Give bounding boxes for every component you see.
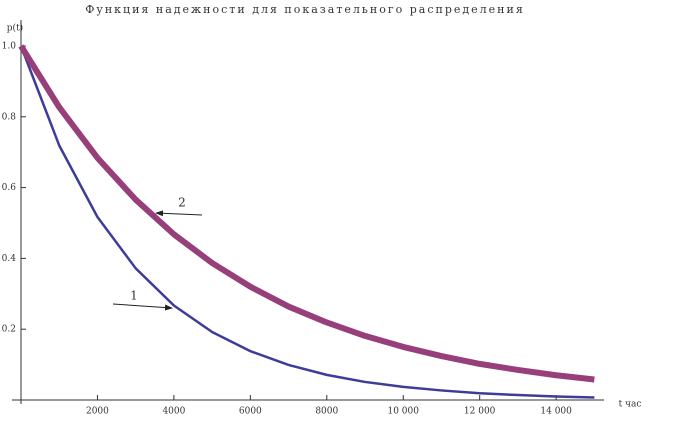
x-tick-label: 12 000 <box>464 407 496 417</box>
y-tick-label: 0.8 <box>2 112 17 122</box>
series-line <box>19 45 595 399</box>
x-tick-label: 2000 <box>86 407 109 417</box>
y-tick-label: 0.2 <box>2 325 16 335</box>
x-tick-label: 4000 <box>162 407 185 417</box>
y-tick-label: 0.4 <box>2 254 17 264</box>
x-tick-label: 10 000 <box>387 407 419 417</box>
x-tick-label: 14 000 <box>540 407 572 417</box>
annotation-arrow <box>155 210 203 217</box>
series-line <box>18 44 595 383</box>
x-tick-label: 8000 <box>315 407 338 417</box>
x-tick-label: 6000 <box>239 407 262 417</box>
annotation: 2 <box>178 196 186 210</box>
y-axis-label: p(t) <box>7 23 23 34</box>
annotation: 1 <box>130 289 138 303</box>
annotation-arrow <box>112 303 173 311</box>
chart-title: Функция надежности для показательного ра… <box>85 3 525 16</box>
y-tick-label: 0.6 <box>2 183 17 193</box>
y-tick-label: 1.0 <box>2 42 17 52</box>
x-axis-label: t час <box>619 400 642 410</box>
